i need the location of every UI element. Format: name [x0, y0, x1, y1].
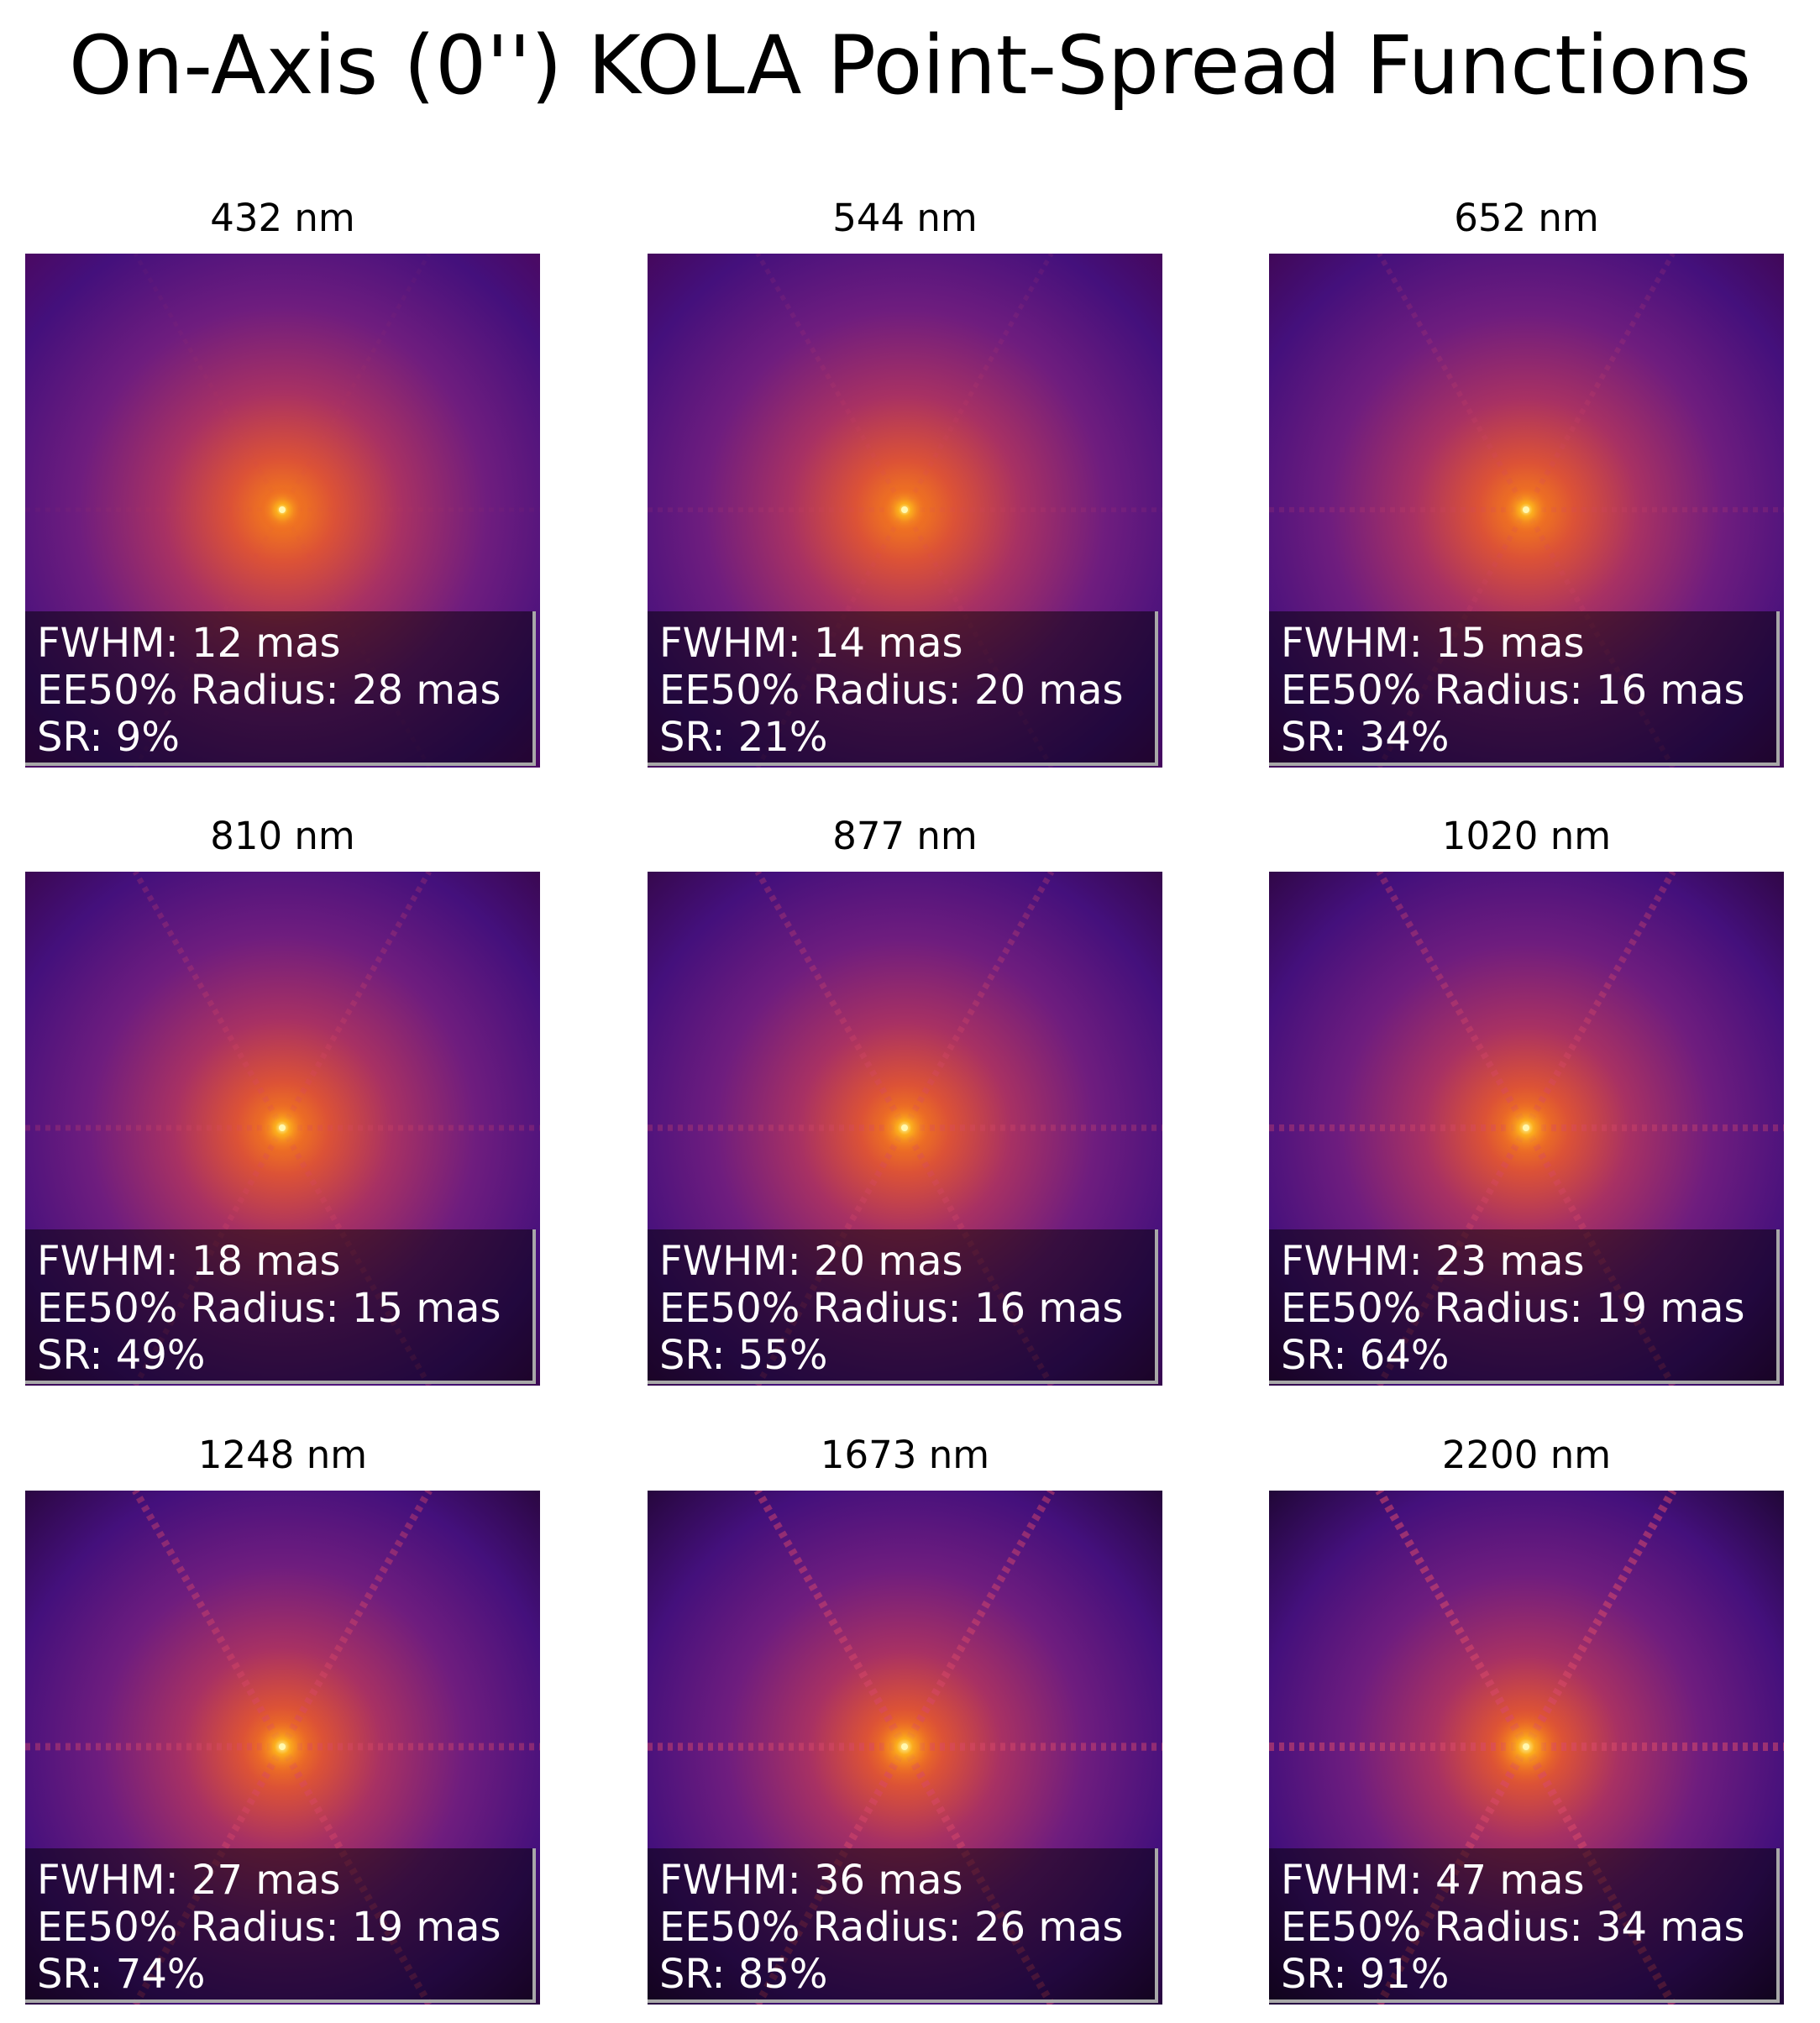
ee50-radius-label: EE50% Radius: 26 mas: [659, 1904, 1124, 1951]
psf-peak: [901, 506, 908, 513]
strehl-ratio-label: SR: 21%: [659, 714, 828, 761]
diffraction-spikes: [648, 872, 1162, 1386]
ee50-radius-label: EE50% Radius: 19 mas: [37, 1904, 501, 1951]
psf-stats-box: FWHM: 12 mas EE50% Radius: 28 mas SR: 9%: [25, 611, 536, 766]
psf-stats-box: FWHM: 23 mas EE50% Radius: 19 mas SR: 64%: [1269, 1229, 1780, 1384]
psf-peak: [279, 506, 286, 513]
strehl-ratio-label: SR: 74%: [37, 1951, 206, 1998]
panel-title: 652 nm: [1454, 196, 1599, 240]
diffraction-spikes: [648, 254, 1162, 768]
psf-peak: [901, 1743, 908, 1750]
fwhm-label: FWHM: 27 mas: [37, 1857, 341, 1904]
fwhm-label: FWHM: 18 mas: [37, 1238, 341, 1285]
panel-title: 810 nm: [210, 814, 355, 858]
fwhm-label: FWHM: 12 mas: [37, 620, 341, 667]
fwhm-label: FWHM: 20 mas: [659, 1238, 963, 1285]
psf-stats-box: FWHM: 15 mas EE50% Radius: 16 mas SR: 34%: [1269, 611, 1780, 766]
strehl-ratio-label: SR: 49%: [37, 1332, 206, 1379]
ee50-radius-label: EE50% Radius: 16 mas: [659, 1285, 1124, 1332]
diffraction-spikes: [648, 1491, 1162, 2005]
panel-title: 1020 nm: [1441, 814, 1612, 858]
panel-title: 544 nm: [832, 196, 978, 240]
ee50-radius-label: EE50% Radius: 28 mas: [37, 667, 501, 714]
fwhm-label: FWHM: 36 mas: [659, 1857, 963, 1904]
panel-title: 877 nm: [832, 814, 978, 858]
psf-stats-box: FWHM: 36 mas EE50% Radius: 26 mas SR: 85%: [648, 1848, 1158, 2003]
ee50-radius-label: EE50% Radius: 19 mas: [1281, 1285, 1745, 1332]
psf-peak: [1523, 1743, 1529, 1750]
diffraction-spikes: [25, 872, 540, 1386]
strehl-ratio-label: SR: 64%: [1281, 1332, 1450, 1379]
psf-stats-box: FWHM: 27 mas EE50% Radius: 19 mas SR: 74%: [25, 1848, 536, 2003]
diffraction-spikes: [25, 254, 540, 768]
figure-title: On-Axis (0'') KOLA Point-Spread Function…: [69, 18, 1751, 113]
fwhm-label: FWHM: 15 mas: [1281, 620, 1585, 667]
diffraction-spikes: [25, 1491, 540, 2005]
diffraction-spikes: [1269, 254, 1784, 768]
strehl-ratio-label: SR: 85%: [659, 1951, 828, 1998]
strehl-ratio-label: SR: 55%: [659, 1332, 828, 1379]
diffraction-spikes: [1269, 1491, 1784, 2005]
panel-title: 1248 nm: [197, 1433, 368, 1477]
strehl-ratio-label: SR: 91%: [1281, 1951, 1450, 1998]
strehl-ratio-label: SR: 34%: [1281, 714, 1450, 761]
psf-stats-box: FWHM: 18 mas EE50% Radius: 15 mas SR: 49%: [25, 1229, 536, 1384]
psf-peak: [901, 1124, 908, 1131]
ee50-radius-label: EE50% Radius: 15 mas: [37, 1285, 501, 1332]
ee50-radius-label: EE50% Radius: 20 mas: [659, 667, 1124, 714]
ee50-radius-label: EE50% Radius: 16 mas: [1281, 667, 1745, 714]
psf-peak: [279, 1124, 286, 1131]
diffraction-spikes: [1269, 872, 1784, 1386]
psf-stats-box: FWHM: 47 mas EE50% Radius: 34 mas SR: 91%: [1269, 1848, 1780, 2003]
panel-title: 1673 nm: [820, 1433, 990, 1477]
fwhm-label: FWHM: 23 mas: [1281, 1238, 1585, 1285]
panel-title: 2200 nm: [1441, 1433, 1612, 1477]
psf-peak: [279, 1743, 286, 1750]
psf-peak: [1523, 506, 1529, 513]
fwhm-label: FWHM: 14 mas: [659, 620, 963, 667]
ee50-radius-label: EE50% Radius: 34 mas: [1281, 1904, 1745, 1951]
psf-stats-box: FWHM: 14 mas EE50% Radius: 20 mas SR: 21%: [648, 611, 1158, 766]
panel-title: 432 nm: [210, 196, 355, 240]
strehl-ratio-label: SR: 9%: [37, 714, 180, 761]
psf-peak: [1523, 1124, 1529, 1131]
psf-stats-box: FWHM: 20 mas EE50% Radius: 16 mas SR: 55%: [648, 1229, 1158, 1384]
fwhm-label: FWHM: 47 mas: [1281, 1857, 1585, 1904]
